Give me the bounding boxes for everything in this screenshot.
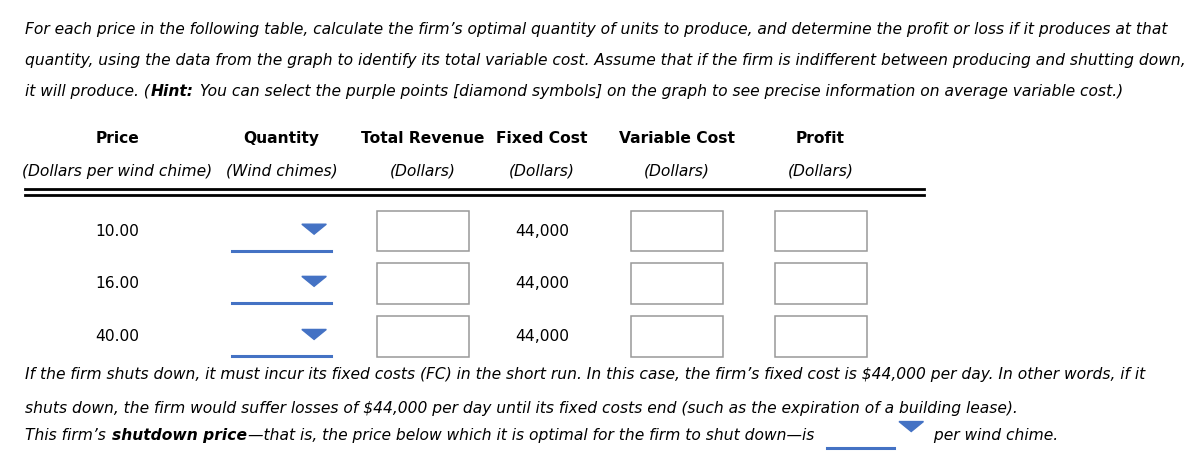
Text: (Dollars): (Dollars): [643, 164, 709, 179]
Text: This firm’s: This firm’s: [25, 428, 110, 444]
Text: 44,000: 44,000: [515, 276, 569, 291]
Text: shuts down, the firm would suffer losses of $44,000 per day until its fixed cost: shuts down, the firm would suffer losses…: [25, 401, 1018, 416]
Text: (Wind chimes): (Wind chimes): [226, 164, 337, 179]
Polygon shape: [899, 421, 924, 432]
FancyBboxPatch shape: [377, 211, 469, 251]
Text: it will produce. (: it will produce. (: [25, 84, 150, 99]
Polygon shape: [302, 276, 326, 286]
Text: (Dollars per wind chime): (Dollars per wind chime): [22, 164, 212, 179]
Text: Profit: Profit: [796, 131, 845, 146]
Text: 44,000: 44,000: [515, 329, 569, 344]
Text: (Dollars): (Dollars): [509, 164, 575, 179]
FancyBboxPatch shape: [774, 211, 866, 251]
Text: If the firm shuts down, it must incur its fixed costs (FC) in the short run. In : If the firm shuts down, it must incur it…: [25, 367, 1145, 382]
Text: (Dollars): (Dollars): [787, 164, 853, 179]
FancyBboxPatch shape: [377, 316, 469, 357]
Text: 40.00: 40.00: [95, 329, 139, 344]
Text: Total Revenue: Total Revenue: [361, 131, 485, 146]
Text: —that is, the price below which it is optimal for the firm to shut down—is: —that is, the price below which it is op…: [248, 428, 815, 444]
Text: Hint:: Hint:: [151, 84, 194, 99]
Text: 10.00: 10.00: [95, 224, 139, 238]
FancyBboxPatch shape: [630, 316, 722, 357]
FancyBboxPatch shape: [774, 316, 866, 357]
Text: (Dollars): (Dollars): [390, 164, 456, 179]
Text: quantity, using the data from the graph to identify its total variable cost. Ass: quantity, using the data from the graph …: [25, 53, 1186, 68]
Polygon shape: [302, 329, 326, 340]
Text: 44,000: 44,000: [515, 224, 569, 238]
Text: Variable Cost: Variable Cost: [619, 131, 734, 146]
FancyBboxPatch shape: [774, 263, 866, 304]
Polygon shape: [302, 224, 326, 234]
Text: Price: Price: [95, 131, 139, 146]
FancyBboxPatch shape: [630, 211, 722, 251]
Text: shutdown price: shutdown price: [112, 428, 246, 444]
Text: Quantity: Quantity: [244, 131, 319, 146]
FancyBboxPatch shape: [377, 263, 469, 304]
Text: 16.00: 16.00: [95, 276, 139, 291]
Text: Fixed Cost: Fixed Cost: [497, 131, 588, 146]
Text: per wind chime.: per wind chime.: [929, 428, 1058, 444]
FancyBboxPatch shape: [630, 263, 722, 304]
Text: For each price in the following table, calculate the firm’s optimal quantity of : For each price in the following table, c…: [25, 22, 1168, 37]
Text: You can select the purple points [diamond symbols] on the graph to see precise i: You can select the purple points [diamon…: [194, 84, 1123, 99]
